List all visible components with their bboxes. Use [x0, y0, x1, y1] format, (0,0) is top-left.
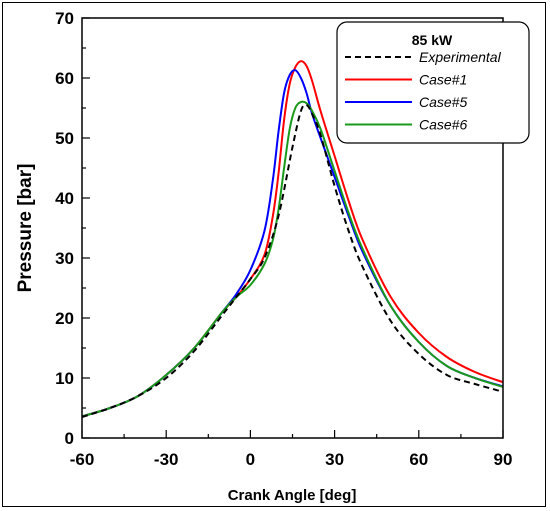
x-tick-label: 90	[494, 450, 513, 469]
series-line-experimental	[81, 103, 504, 418]
legend-label: Experimental	[419, 49, 502, 65]
series-lines	[81, 60, 504, 418]
y-tick-label: 10	[55, 369, 74, 388]
y-tick-label: 30	[55, 249, 74, 268]
x-tick-label: 0	[246, 450, 255, 469]
legend-label: Case#1	[419, 72, 467, 88]
x-tick-label: 30	[325, 450, 344, 469]
legend-label: Case#5	[419, 94, 467, 110]
legend-title: 85 kW	[412, 32, 453, 48]
y-tick-label: 50	[55, 129, 74, 148]
y-tick-label: 60	[55, 69, 74, 88]
x-tick-label: -60	[70, 450, 95, 469]
legend-box	[336, 21, 530, 144]
legend: 85 kW Experimental Case#1 Case#5 Case#6	[336, 21, 530, 144]
y-tick-label: 40	[55, 189, 74, 208]
series-line-case-6	[81, 100, 504, 418]
tick-labels: 0 10 20 30 40 50 60 70 -60 -30 0 30 60 90	[55, 9, 512, 469]
y-axis-title: Pressure [bar]	[15, 164, 36, 293]
legend-label: Case#6	[419, 117, 467, 133]
x-tick-label: 60	[409, 450, 428, 469]
y-tick-label: 20	[55, 309, 74, 328]
x-axis-title: Crank Angle [deg]	[228, 487, 357, 504]
x-tick-label: -30	[154, 450, 179, 469]
y-tick-label: 0	[65, 429, 74, 448]
y-tick-label: 70	[55, 9, 74, 28]
plot-area	[81, 17, 504, 439]
legend-entries: Experimental Case#1 Case#5 Case#6	[345, 49, 502, 133]
